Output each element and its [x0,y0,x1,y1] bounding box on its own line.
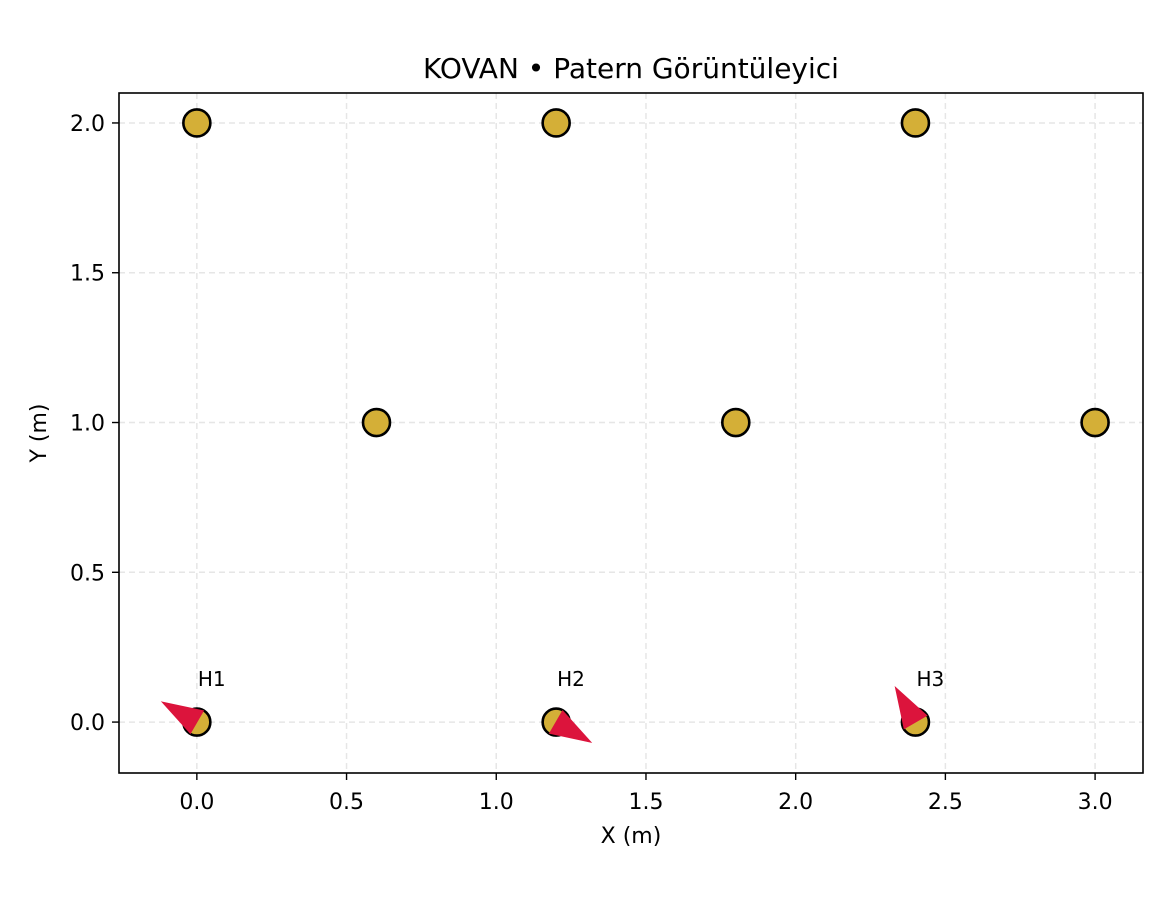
x-tick-label: 1.5 [628,790,663,815]
x-tick-label: 0.5 [329,790,364,815]
data-point [182,108,212,138]
x-tick-label: 2.5 [928,790,963,815]
heading-arrow [548,709,593,743]
y-axis-label: Y (m) [27,403,52,463]
chart-title: KOVAN • Patern Görüntüleyici [423,52,839,85]
point-labels: H1 H2 H3 [198,667,944,691]
y-tick-label: 2.0 [70,112,105,137]
data-point [900,108,931,138]
plot-frame [118,92,1144,774]
point-label: H1 [198,667,226,691]
data-point [1080,407,1110,438]
heading-arrows [160,686,928,743]
y-tick-label: 1.0 [70,412,105,437]
point-label: H2 [557,667,585,691]
heading-arrow [160,701,205,735]
x-tick-label: 1.0 [479,790,514,815]
data-point [720,407,751,438]
heading-arrow [894,686,928,730]
axis-ticks: 0.0 0.5 1.0 1.5 2.0 2.5 3.0 0.0 0.5 1.0 1.5 2.0 [70,112,1113,815]
point-label: H3 [916,667,944,691]
x-axis-label: X (m) [601,824,662,849]
data-point [361,407,392,438]
data-point [541,108,571,138]
x-tick-label: 3.0 [1078,790,1113,815]
x-tick-label: 0.0 [179,790,214,815]
x-tick-label: 2.0 [778,790,813,815]
y-tick-label: 1.5 [70,262,105,287]
y-tick-label: 0.0 [70,711,105,736]
y-tick-label: 0.5 [70,561,105,586]
